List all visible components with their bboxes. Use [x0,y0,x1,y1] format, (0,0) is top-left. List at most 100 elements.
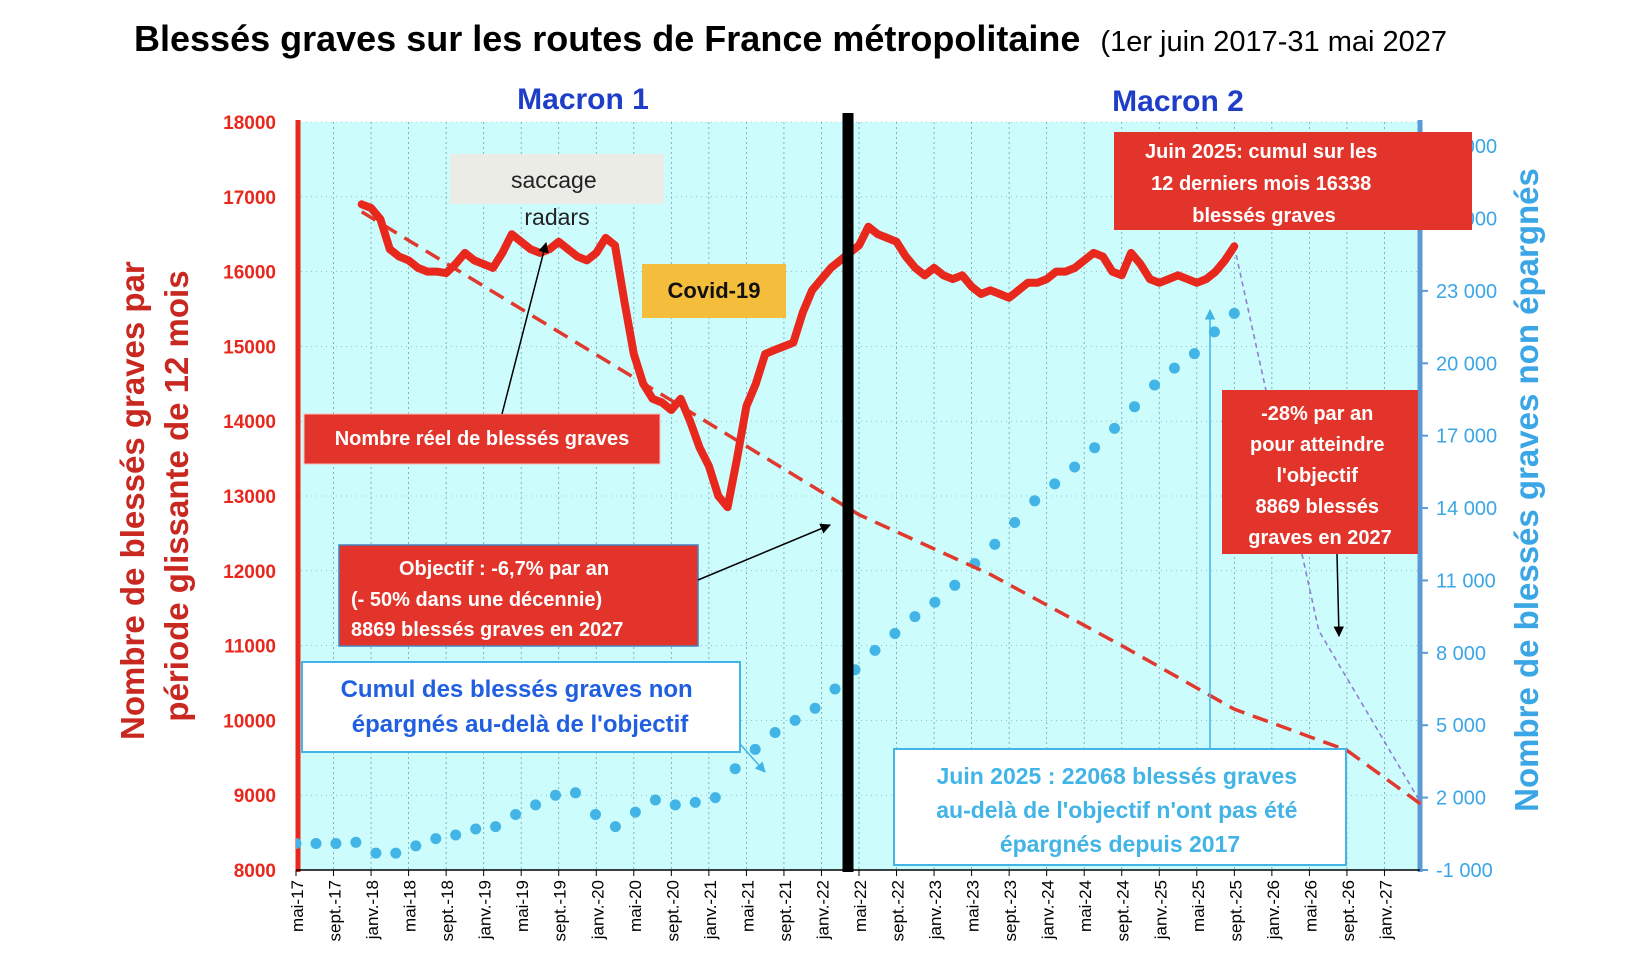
june2025-total-label: Juin 2025: cumul sur les 12 derniers moi… [1145,141,1383,227]
y-tick-label: 14000 [223,412,276,433]
x-tick-label: sept.-26 [1339,880,1358,941]
macron1-label: Macron 1 [517,83,649,116]
x-tick-label: sept.-21 [776,880,795,941]
x-tick-label: janv.-18 [363,880,382,940]
cumul-point [370,847,382,859]
x-tick-label: janv.-26 [1264,880,1283,940]
cumul-point [1208,326,1220,338]
y2-tick-label: 23 000 [1436,281,1497,303]
y2-tick-label: 5 000 [1436,715,1486,737]
x-tick-label: sept.-25 [1226,880,1245,941]
y2-tick-label: 11 000 [1436,570,1496,592]
cumul-point [829,683,841,695]
y-tick-label: 8000 [234,861,276,882]
arrow-objective [697,523,831,581]
cumul-point [1149,379,1160,391]
cumul-point [889,628,901,639]
arrow-pct28 [1333,553,1345,638]
actual-label: Nombre réel de blessés graves [335,428,630,450]
cumul-point [909,611,921,623]
y2-tick-label: 2 000 [1436,788,1486,810]
x-tick-label: sept.-22 [889,880,908,941]
cumul-point [629,806,641,818]
left-axis-ticks: 8000 9000 10000 11000 12000 13000 14000 15000 16… [223,113,276,882]
y2-tick-label: 14 000 [1436,498,1497,520]
y-tick-label: 17000 [223,188,276,209]
x-tick-label: janv.-24 [1039,880,1058,940]
chart-title: Blessés graves sur les routes de France … [134,18,1447,59]
cumul-point [310,838,322,849]
x-tick-label: janv.-23 [926,880,945,940]
cumul-point [869,644,881,656]
macron2-label: Macron 2 [1112,85,1244,118]
cumul-point [749,743,761,755]
x-tick-label: mai-22 [851,880,870,932]
y-tick-label: 15000 [223,337,276,358]
x-tick-label: mai-23 [964,880,983,932]
x-tick-label: mai-26 [1301,880,1320,932]
cumul-point [609,821,621,833]
cumul-point [550,789,561,801]
cumul-label: Cumul des blessés graves non épargnés au… [341,676,700,738]
y-tick-label: 12000 [223,562,276,583]
cumul-point [729,763,741,775]
chart-title-main: Blessés graves sur les routes de France … [134,18,1080,59]
actual-injuries-line [357,200,1239,512]
cumul-label-box [301,661,741,753]
cumul-point [809,702,821,714]
june2025-cumul-label: Juin 2025 : 22068 blessés graves au-delà… [936,763,1304,857]
x-tick-label: sept.-19 [551,880,570,941]
covid-box [642,264,786,318]
cumul-point [350,836,362,848]
cumul-point [450,829,462,841]
y-tick-label: 18000 [223,113,276,134]
cumul-point [470,823,482,835]
y-tick-label: 10000 [223,711,276,732]
cumul-point [296,838,302,849]
x-tick-label: mai-20 [626,880,645,932]
covid-label: Covid-19 [668,278,761,303]
x-axis-ticks: mai-17 sept.-17 janv.-18 mai-18 sept.-18 janv… [288,870,1395,941]
cumul-point [530,799,542,811]
x-tick-label: sept.-20 [663,880,682,941]
y-tick-label: 11000 [224,637,276,658]
y2-tick-label: 17 000 [1436,426,1497,448]
cumul-point [649,794,661,806]
x-tick-label: mai-19 [513,880,532,932]
cumul-point [989,538,1001,550]
y2-tick-label: 8 000 [1436,643,1486,665]
left-axis-title-line2: période glissante de 12 mois [158,270,195,721]
cumul-point [330,838,342,849]
cumul-point [769,727,781,738]
y-tick-label: 9000 [234,786,276,807]
right-axis-title: Nombre de blessés graves non épargnés [1508,168,1545,812]
cumul-point [1188,348,1200,360]
x-tick-label: mai-21 [738,880,757,932]
saccage-box [450,154,664,204]
cumul-point [390,847,402,859]
cumul-point [1228,307,1240,319]
cumul-point [490,821,502,833]
cumul-point [1109,422,1120,434]
arrow-saccage [501,241,549,415]
x-tick-label: mai-25 [1189,880,1208,932]
x-tick-label: sept.-24 [1114,880,1133,941]
right-axis-ticks: -1 000 2 000 5 000 8 000 11 000 14 000 17 000 2… [1420,136,1497,882]
june2025-cumul-box [893,748,1347,866]
objective-label: Objectif : -6,7% par an (- 50% dans une … [351,558,623,641]
x-tick-label: sept.-18 [438,880,457,941]
cumul-point [709,792,721,804]
cumul-point [669,799,681,811]
y-tick-label: 16000 [223,263,276,284]
x-tick-label: janv.-25 [1151,880,1170,940]
x-tick-label: sept.-23 [1001,880,1020,941]
cumul-point [689,796,701,808]
pct28-label: -28% par an pour atteindre l'objectif 88… [1248,403,1391,549]
chart-subtitle: (1er juin 2017-31 mai 2027 [1100,26,1447,58]
saccage-label: saccage radars [511,167,603,230]
cumul-point [1168,362,1180,374]
y2-tick-label: 20 000 [1436,353,1497,375]
arrow-cumul [739,743,766,773]
x-tick-label: mai-24 [1076,880,1095,932]
